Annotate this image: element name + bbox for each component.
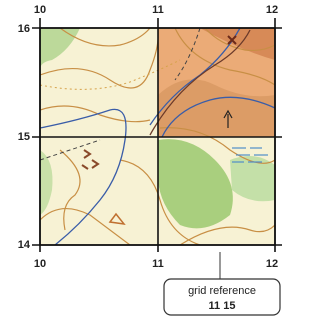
easting-label: 10	[34, 258, 46, 270]
easting-label: 12	[266, 258, 278, 270]
northing-label: 14	[18, 239, 31, 251]
northing-label: 16	[18, 23, 30, 35]
easting-label: 10	[34, 4, 46, 16]
easting-label: 11	[152, 4, 164, 16]
map-figure: 10 11 12 16 15 14 10 11 12 grid referenc…	[0, 0, 286, 319]
easting-label: 11	[152, 258, 164, 270]
callout-value: 11 15	[209, 300, 236, 312]
northing-label: 15	[18, 131, 30, 143]
easting-label: 12	[266, 4, 278, 16]
callout-title: grid reference	[188, 285, 256, 297]
